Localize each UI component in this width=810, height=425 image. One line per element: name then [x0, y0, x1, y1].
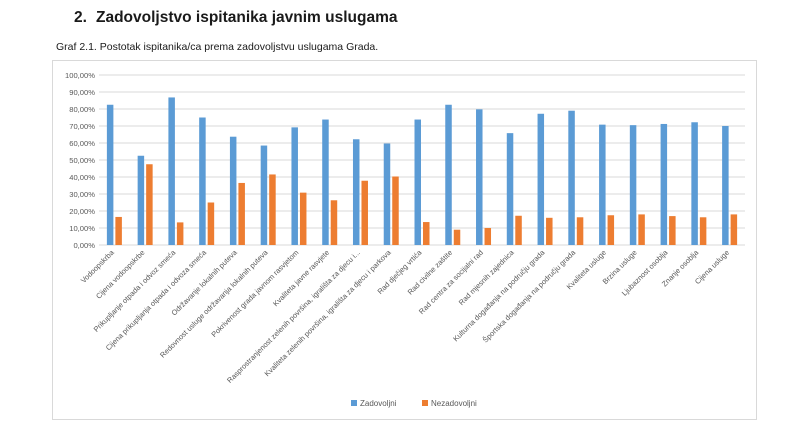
bar-nezadovoljni	[269, 174, 276, 245]
bar-nezadovoljni	[638, 214, 645, 245]
bar-zadovoljni	[352, 139, 360, 245]
y-tick-label: 10,00%	[69, 224, 95, 233]
chart-caption: Graf 2.1. Postotak ispitanika/ca prema z…	[56, 41, 379, 53]
section-number: 2.	[74, 9, 87, 26]
bar-nezadovoljni	[546, 217, 553, 245]
bar-zadovoljni	[291, 127, 298, 245]
y-tick-label: 0,00%	[73, 241, 95, 250]
bar-chart: 0,00% 10,00% 20,00% 30,00% 40,00% 50,00% 60,00…	[65, 71, 745, 408]
bar-nezadovoljni	[299, 192, 307, 245]
bar-nezadovoljni	[115, 216, 122, 245]
bar-zadovoljni	[722, 126, 729, 245]
bar-zadovoljni	[414, 119, 421, 245]
bar-zadovoljni	[137, 155, 145, 245]
y-tick-label: 30,00%	[69, 190, 95, 199]
bar-nezadovoljni	[176, 222, 184, 245]
legend-swatch-nezadovoljni	[422, 400, 428, 406]
legend-label: Nezadovoljni	[431, 399, 477, 408]
legend-swatch-zadovoljni	[351, 400, 357, 406]
bar-nezadovoljni	[361, 180, 368, 245]
y-tick-label: 80,00%	[69, 105, 95, 114]
y-tick-label: 70,00%	[69, 122, 95, 131]
bar-zadovoljni	[322, 119, 329, 245]
chart-frame: 0,00% 10,00% 20,00% 30,00% 40,00% 50,00% 60,00…	[52, 60, 757, 420]
bar-zadovoljni	[168, 97, 175, 245]
section-title: Zadovoljstvo ispitanika javnim uslugama	[96, 9, 398, 26]
bar-zadovoljni	[660, 123, 668, 245]
y-tick-label: 100,00%	[65, 71, 95, 80]
x-category-label: Redovnost usluge održavanja lokalnih put…	[158, 247, 270, 359]
bar-zadovoljni	[537, 113, 545, 245]
y-tick-label: 50,00%	[69, 156, 95, 165]
bar-nezadovoljni	[330, 200, 338, 245]
bar-zadovoljni	[199, 117, 206, 245]
bar-zadovoljni	[383, 143, 391, 245]
bar-zadovoljni	[506, 133, 514, 245]
bar-zadovoljni	[445, 104, 452, 245]
bar-nezadovoljni	[392, 176, 399, 245]
y-tick-label: 60,00%	[69, 139, 95, 148]
legend-label: Zadovoljni	[360, 399, 397, 408]
bar-nezadovoljni	[730, 214, 738, 245]
bar-zadovoljni	[629, 125, 637, 245]
bar-nezadovoljni	[484, 228, 492, 245]
bar-nezadovoljni	[207, 202, 215, 245]
bar-zadovoljni	[691, 122, 698, 245]
x-category-label: Kvaliteta javne rasvjete	[271, 248, 331, 308]
bar-nezadovoljni	[238, 182, 245, 245]
bar-nezadovoljni	[423, 222, 430, 245]
bar-nezadovoljni	[669, 216, 676, 245]
y-tick-label: 20,00%	[69, 207, 95, 216]
bar-nezadovoljni	[699, 217, 707, 245]
bar-nezadovoljni	[607, 215, 615, 245]
bar-zadovoljni	[476, 109, 483, 245]
bar-nezadovoljni	[453, 229, 461, 245]
bar-zadovoljni	[568, 110, 575, 245]
y-tick-label: 40,00%	[69, 173, 95, 182]
bar-nezadovoljni	[515, 215, 522, 245]
x-category-label: Rad mjesnih zajednica	[457, 247, 517, 307]
y-tick-label: 90,00%	[69, 88, 95, 97]
section-heading: 2. Zadovoljstvo ispitanika javnim uslugam…	[74, 9, 397, 27]
bar-zadovoljni	[229, 136, 237, 245]
bar-zadovoljni	[260, 145, 268, 245]
bar-zadovoljni	[599, 124, 606, 245]
chart-legend: Zadovoljni Nezadovoljni	[351, 399, 477, 408]
bar-nezadovoljni	[146, 164, 153, 245]
bar-zadovoljni	[106, 104, 114, 245]
bar-nezadovoljni	[576, 217, 584, 245]
